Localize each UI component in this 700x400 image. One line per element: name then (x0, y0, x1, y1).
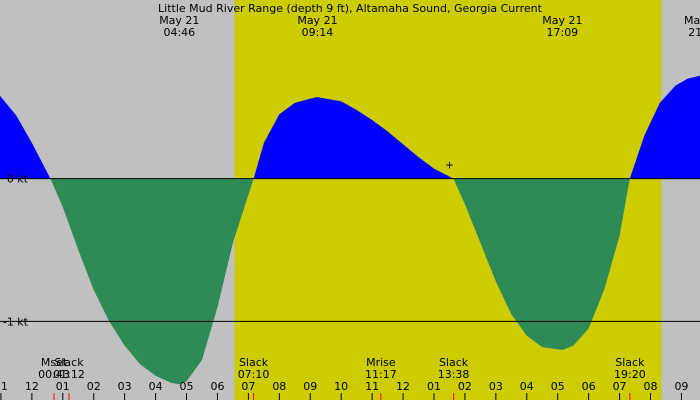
current-marker: + (445, 158, 454, 171)
flood-area (253, 97, 454, 179)
hour-label: 05 (180, 380, 194, 393)
top-time-label: 21:44 (688, 26, 700, 39)
x-axis-ticks (0, 393, 682, 400)
y-tick-label: 0 kt (7, 173, 29, 186)
bottom-event-labels: Mset00:43Slack01:12Slack07:10Mrise11:17S… (38, 356, 646, 381)
hour-label: 01 (427, 380, 441, 393)
chart-title: Little Mud River Range (depth 9 ft), Alt… (158, 2, 543, 15)
hour-label: 09 (303, 380, 317, 393)
x-axis-labels: 11 12 01 02 03 04 05 06 07 08 09 10 11 12 01 02 03 04 05 06… (0, 380, 688, 393)
hour-label: 10 (334, 380, 348, 393)
flood-area (629, 75, 700, 179)
hour-label: 09 (674, 380, 688, 393)
event-time-label: 00:43 (38, 368, 70, 381)
hour-label: 11 (365, 380, 379, 393)
flood-area (0, 95, 51, 179)
event-time-label: 13:38 (438, 368, 470, 381)
event-label: Slack (439, 356, 469, 369)
hour-label: 08 (644, 380, 658, 393)
horizontal-gridlines (0, 178, 700, 322)
hour-label: 03 (489, 380, 503, 393)
hour-label: 01 (56, 380, 70, 393)
top-date-label: May 21 (297, 14, 337, 27)
hour-label: 04 (149, 380, 163, 393)
hour-label: 06 (582, 380, 596, 393)
event-time-label: 19:20 (614, 368, 646, 381)
y-tick-label: -1 kt (3, 315, 29, 328)
event-label: Mrise (366, 356, 396, 369)
hour-label: 12 (25, 380, 39, 393)
event-label: Mset (41, 356, 68, 369)
top-date-label: May 21 (542, 14, 582, 27)
ebb-area (50, 178, 254, 385)
y-axis-labels: 0 kt -1 kt (3, 173, 29, 329)
event-label: Slack (615, 356, 645, 369)
event-time-label: 07:10 (238, 368, 270, 381)
hour-label: 05 (551, 380, 565, 393)
event-label: Slack (54, 356, 84, 369)
current-areas (0, 75, 700, 385)
top-date-label: May 21 (159, 14, 199, 27)
event-time-label: 01:12 (53, 368, 85, 381)
top-date-label: May 21 (684, 14, 700, 27)
hour-label: 04 (520, 380, 534, 393)
ebb-area (453, 178, 630, 350)
event-time-label: 11:17 (365, 368, 397, 381)
hour-label: 03 (118, 380, 132, 393)
hour-label: 06 (210, 380, 224, 393)
hour-label: 08 (272, 380, 286, 393)
hour-label: 02 (87, 380, 101, 393)
top-time-label: 17:09 (546, 26, 578, 39)
hour-label: 11 (0, 380, 8, 393)
hour-label: 02 (458, 380, 472, 393)
hour-label: 07 (241, 380, 255, 393)
hour-label: 07 (613, 380, 627, 393)
top-time-label: 04:46 (163, 26, 195, 39)
hour-label: 12 (396, 380, 410, 393)
top-time-label: 09:14 (302, 26, 334, 39)
event-label: Slack (239, 356, 269, 369)
